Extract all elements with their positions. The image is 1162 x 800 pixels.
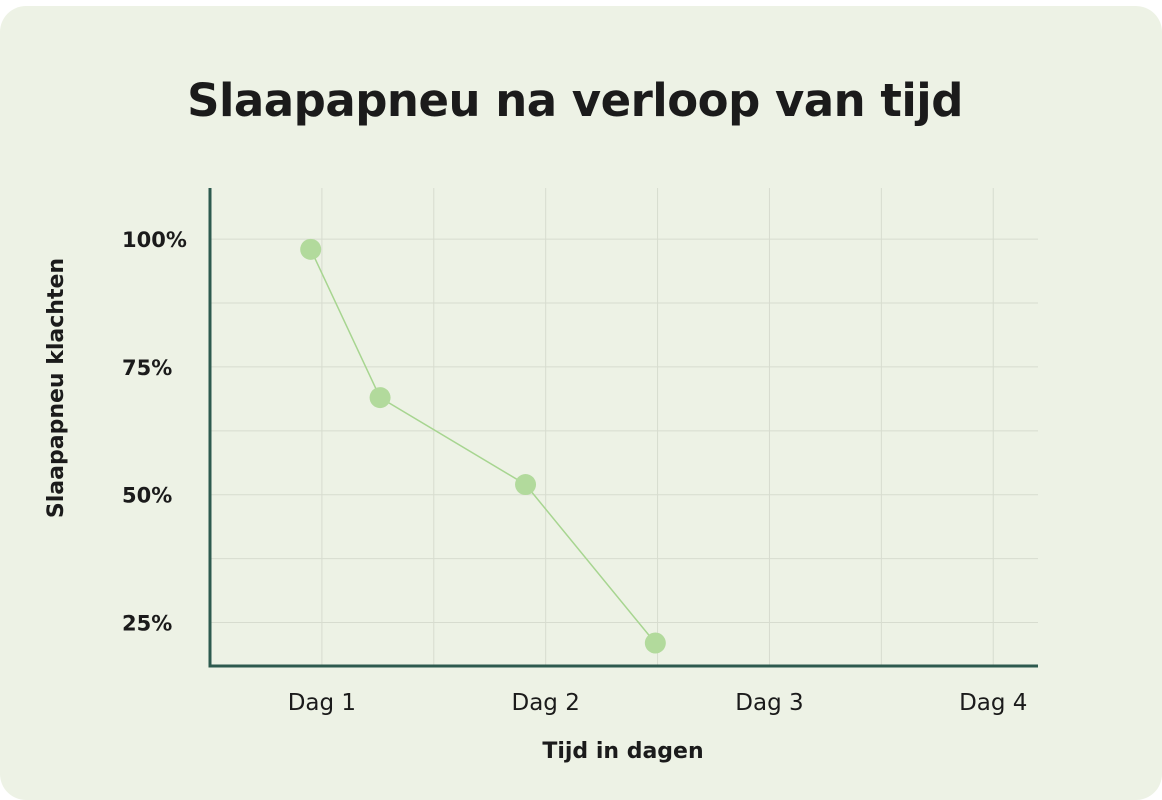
x-axis-label: Tijd in dagen <box>542 739 703 764</box>
data-point <box>300 238 322 260</box>
data-point <box>644 632 666 654</box>
series-line <box>310 249 656 644</box>
data-point <box>369 387 391 409</box>
x-tick-label: Dag 3 <box>735 690 803 716</box>
x-tick-label: Dag 2 <box>511 690 579 716</box>
y-axis-label: Slaapapneu klachten <box>44 258 69 518</box>
y-tick-label: 100% <box>122 228 187 252</box>
tick-labels: 100% 75% 50% 25% Dag 1 Dag 2 Dag 3 Dag 4 <box>122 228 1027 716</box>
data-point <box>515 474 537 496</box>
chart-title: Slaapapneu na verloop van tijd <box>187 74 963 127</box>
series <box>300 238 666 654</box>
y-tick-label: 25% <box>122 612 172 636</box>
x-tick-label: Dag 1 <box>288 690 356 716</box>
y-tick-label: 50% <box>122 484 172 508</box>
chart-card <box>0 6 1162 800</box>
axes <box>208 188 1038 668</box>
grid <box>210 188 1038 666</box>
x-tick-label: Dag 4 <box>959 690 1027 716</box>
y-tick-label: 75% <box>122 356 172 380</box>
